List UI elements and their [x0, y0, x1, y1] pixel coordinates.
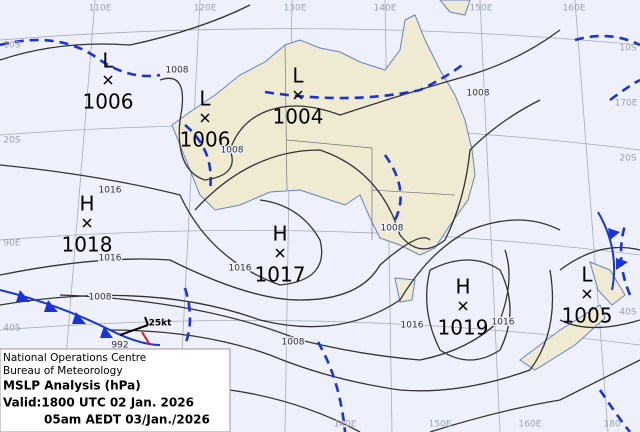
system-center — [200, 113, 210, 123]
graticule-label: 90E — [3, 239, 20, 249]
system-center — [82, 218, 92, 228]
info-title: MSLP Analysis (hPa) — [3, 379, 141, 393]
graticule-label: 160E — [519, 420, 542, 430]
graticule-label: 170E — [615, 99, 638, 109]
graticule-label: 130E — [284, 4, 307, 14]
isobar-label: 1016 — [492, 318, 515, 328]
system-kind: L — [199, 87, 211, 111]
graticule-label: 40S — [619, 308, 636, 318]
graticule-label: 40S — [3, 324, 20, 334]
info-box: National Operations Centre Bureau of Met… — [0, 348, 231, 432]
graticule-label: 180 — [603, 420, 620, 430]
system-pressure: 1005 — [562, 304, 613, 328]
system-kind: L — [102, 49, 114, 73]
system-pressure: 1006 — [180, 128, 231, 152]
labels: 110E 120E 130E 140E 150E 160E 10S 20S 90E 40S 10S 1… — [3, 4, 637, 430]
isobars — [0, 4, 640, 432]
graticule-label: 140E — [374, 4, 397, 14]
system-center — [103, 75, 113, 85]
graticule-label: 110E — [89, 4, 112, 14]
graticule-label: 10S — [619, 44, 636, 54]
wind-label: 25kt — [149, 319, 173, 329]
graticule-label: 20S — [3, 136, 20, 146]
graticule-label: 10S — [3, 41, 20, 51]
info-panel — [0, 348, 231, 432]
wind-barb: 25kt — [119, 316, 173, 346]
land — [171, 0, 626, 371]
system-pressure: 1006 — [83, 90, 134, 114]
system-kind: H — [455, 275, 470, 299]
info-dept: Bureau of Meteorology — [3, 365, 123, 377]
graticule-label: 150E — [470, 4, 493, 14]
cold-front — [0, 211, 628, 346]
system-center — [293, 90, 303, 100]
system-pressure: 1004 — [273, 105, 324, 129]
graticule-label: 140E — [334, 420, 357, 430]
system-pressure: 1019 — [438, 316, 489, 340]
isobar-label: 1016 — [229, 264, 252, 274]
isobar-label: 1016 — [401, 321, 424, 331]
isobar-label: 1016 — [99, 186, 122, 196]
system-kind: L — [292, 64, 304, 88]
graticule-label: 20S — [619, 154, 636, 164]
graticule-label: 150E — [429, 420, 452, 430]
isobar-label: 1008 — [89, 293, 112, 303]
isobar-label: 1008 — [221, 146, 244, 156]
system-kind: H — [272, 222, 287, 246]
system-center — [458, 301, 468, 311]
system-kind: L — [581, 263, 593, 287]
isobar-label: 1016 — [99, 254, 122, 264]
isobar-label: 1008 — [381, 224, 404, 234]
graticule-label: 160E — [563, 4, 586, 14]
info-valid: Valid:1800 UTC 02 Jan. 2026 — [3, 396, 194, 410]
graticule-label: 120E — [194, 4, 217, 14]
system-pressure: 1018 — [62, 233, 113, 257]
troughs — [0, 34, 640, 432]
system-pressure: 1017 — [255, 263, 306, 287]
isobar-label: 1008 — [282, 338, 305, 348]
isobar-label: 1008 — [467, 89, 490, 99]
system-center — [582, 289, 592, 299]
system-kind: H — [79, 192, 94, 216]
isobar-label: 1008 — [166, 66, 189, 76]
info-org: National Operations Centre — [3, 352, 146, 364]
info-local: 05am AEDT 03/Jan./2026 — [44, 413, 210, 427]
system-center — [275, 248, 285, 258]
